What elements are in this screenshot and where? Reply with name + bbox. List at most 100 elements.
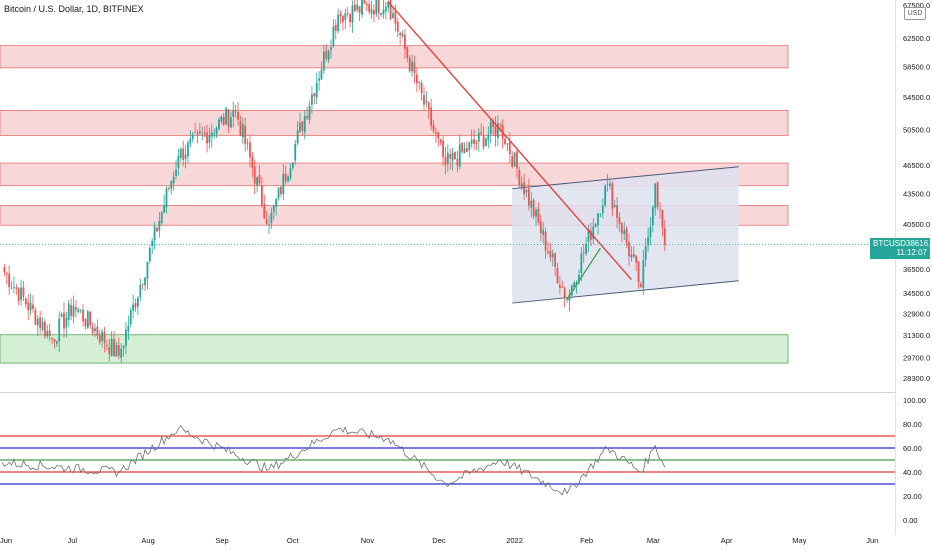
candle-body (175, 169, 177, 177)
candle-body (613, 205, 616, 207)
candle-body (215, 127, 218, 135)
candle-body (644, 246, 647, 260)
resistance-zone-1 (0, 45, 789, 69)
candle-body (597, 213, 599, 226)
candle-body (408, 57, 411, 72)
candle-body (287, 176, 289, 182)
candle-body (198, 130, 201, 134)
candle-body (449, 153, 452, 159)
candle-body (506, 143, 509, 145)
candle-body (423, 94, 425, 105)
candle-body (244, 125, 247, 144)
candle-body (530, 200, 533, 208)
candle-body (17, 288, 20, 302)
candle-body (437, 132, 440, 139)
candle-body (656, 182, 659, 207)
candle-body (384, 6, 387, 12)
candle-body (549, 251, 552, 258)
candle-body (342, 15, 344, 22)
candle-body (251, 156, 254, 168)
candle-body (649, 227, 652, 237)
candle-body (432, 124, 435, 131)
candle-body (554, 253, 557, 267)
candle-body (260, 185, 263, 205)
candle-body (601, 205, 604, 214)
time-tick-label: Jun (0, 536, 12, 545)
candle-body (387, 1, 390, 8)
candle-body (86, 311, 89, 328)
time-tick-label: Apr (721, 536, 733, 545)
candle-body (115, 345, 118, 357)
candle-body (194, 132, 197, 134)
candle-body (58, 318, 61, 342)
candle-body (220, 116, 223, 122)
candle-body (368, 4, 371, 12)
price-tick-label: 36500.0 (903, 265, 930, 274)
candle-body (637, 261, 640, 282)
candle-body (411, 61, 413, 72)
candle-body (477, 132, 480, 142)
time-tick-label: Jul (68, 536, 78, 545)
candle-body (582, 252, 585, 254)
candle-body (108, 347, 111, 355)
price-tick-label: 54500.0 (903, 93, 930, 102)
candle-body (523, 182, 526, 195)
candle-body (511, 155, 514, 167)
candle-body (218, 119, 220, 129)
candle-body (234, 110, 237, 112)
candle-body (67, 303, 70, 320)
candle-body (446, 152, 449, 164)
candle-body (232, 110, 235, 117)
candle-body (134, 302, 137, 308)
rsi-tick-label: 40.00 (903, 468, 922, 477)
candle-body (5, 273, 8, 275)
candle-body (277, 187, 280, 199)
candle-body (320, 69, 323, 80)
candle-body (361, 0, 363, 15)
candle-body (280, 186, 282, 194)
candle-countdown: 11:12:07 (896, 248, 927, 257)
candle-body (542, 230, 545, 235)
candle-body (487, 134, 490, 140)
candle-body (94, 328, 96, 332)
candle-body (41, 321, 44, 330)
candle-body (382, 9, 385, 15)
candle-body (513, 152, 516, 167)
candle-body (344, 13, 347, 21)
candle-body (566, 299, 568, 301)
candle-body (430, 107, 433, 126)
channel-lower-line (512, 280, 739, 304)
candle-body (456, 158, 459, 166)
candle-body (179, 148, 182, 158)
candle-body (539, 221, 542, 234)
candle-body (573, 282, 576, 288)
candle-body (84, 319, 87, 326)
candle-body (289, 168, 292, 178)
candle-body (351, 5, 354, 23)
candle-body (399, 32, 402, 35)
candle-body (330, 47, 332, 51)
candle-body (508, 141, 511, 155)
candle-body (470, 139, 473, 144)
candle-body (32, 304, 34, 309)
candle-body (163, 205, 166, 213)
candle-body (389, 0, 392, 19)
time-tick-label: 2022 (506, 536, 523, 545)
candle-body (661, 209, 664, 228)
candle-body (365, 4, 368, 5)
candle-body (532, 199, 535, 217)
candle-body (117, 345, 120, 356)
price-tick-label: 29700.0 (903, 353, 930, 362)
candle-body (51, 337, 53, 339)
candle-body (589, 230, 592, 240)
candle-body (439, 139, 442, 143)
price-tick-label: 58500.0 (903, 62, 930, 71)
candle-body (468, 142, 471, 151)
candle-body (420, 83, 423, 94)
candle-body (499, 124, 502, 126)
currency-badge[interactable]: USD (904, 7, 926, 20)
candle-body (356, 4, 359, 10)
candle-body (580, 253, 583, 273)
